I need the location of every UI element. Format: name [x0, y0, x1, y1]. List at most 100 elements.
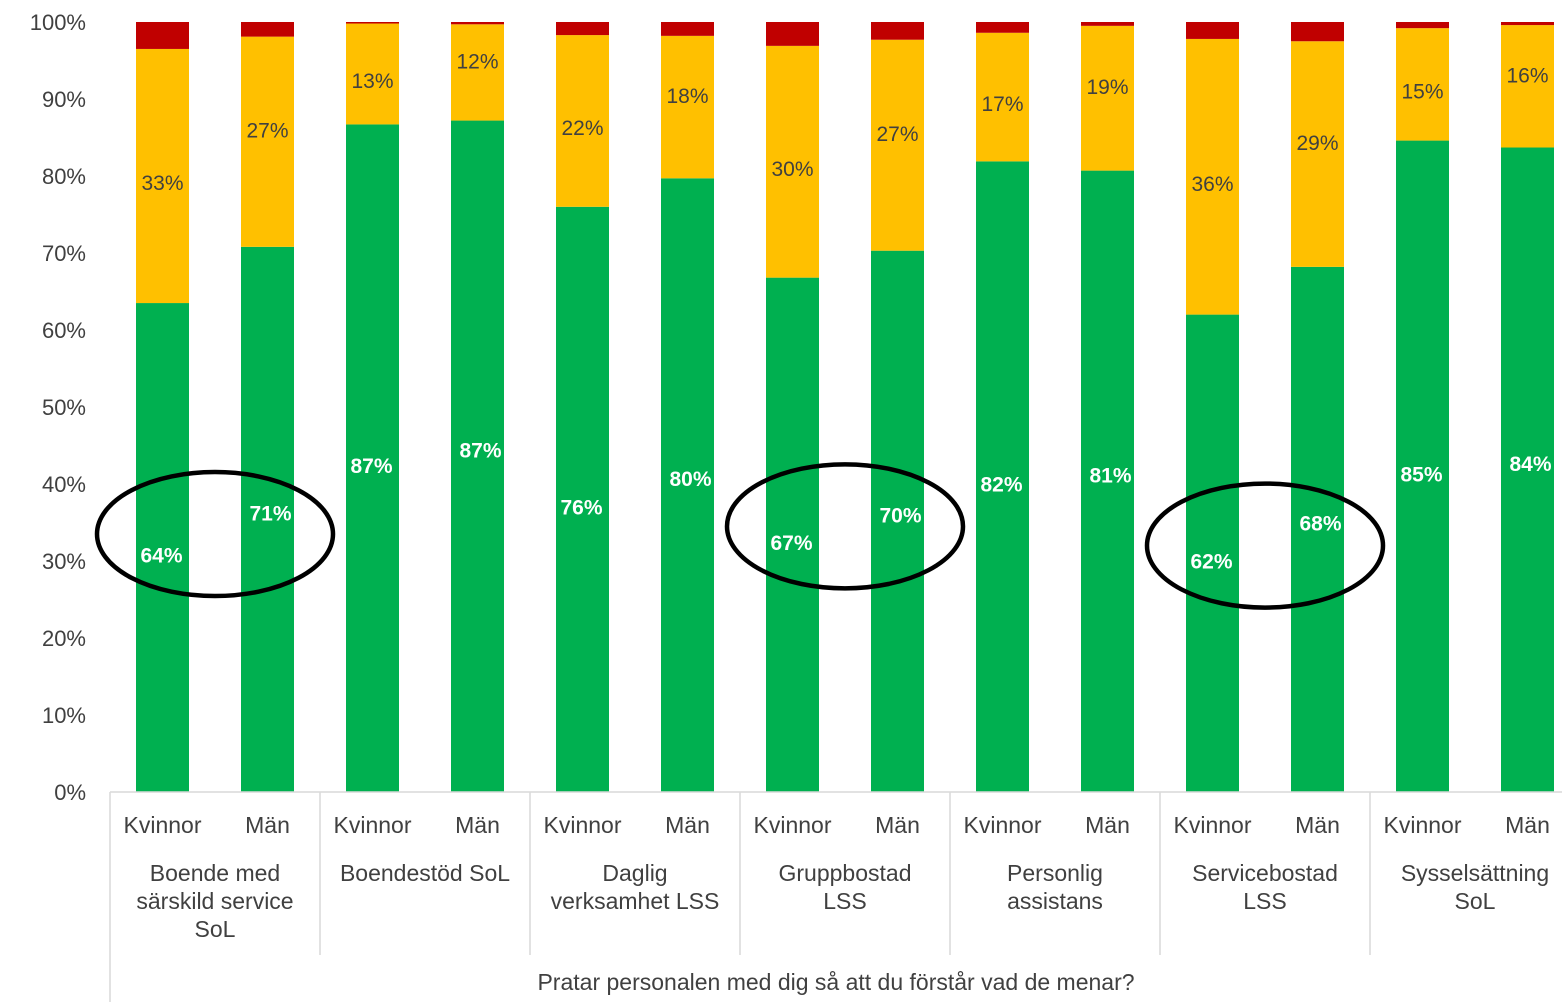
data-label-yellow: 15% — [1401, 80, 1443, 103]
bar-segment-0 — [871, 250, 924, 792]
highlight-ellipse — [1144, 481, 1386, 610]
bar-segment-2 — [1186, 22, 1239, 39]
highlight-ellipse — [724, 462, 966, 591]
bar-segment-2 — [1396, 22, 1449, 29]
data-label-yellow: 18% — [666, 85, 708, 108]
y-tick-label: 30% — [42, 549, 86, 574]
data-label-green: 87% — [459, 439, 501, 462]
bar-segment-1 — [1501, 25, 1554, 148]
y-tick-label: 0% — [54, 780, 86, 805]
y-tick-label: 50% — [42, 395, 86, 420]
bar-segment-1 — [1186, 38, 1239, 315]
bar-segment-0 — [136, 303, 189, 792]
data-label-green: 82% — [980, 474, 1022, 497]
data-label-green: 87% — [350, 455, 392, 478]
bar-segment-0 — [1501, 147, 1554, 792]
x-group-label: Boende med särskild service SoL — [136, 860, 293, 942]
bar-segment-2 — [661, 22, 714, 36]
x-category-label: Män — [1295, 812, 1340, 838]
bar-segment-1 — [766, 45, 819, 278]
data-label-green: 64% — [140, 545, 182, 568]
bar-segment-1 — [661, 35, 714, 179]
x-category-label: Kvinnor — [1174, 812, 1252, 838]
bar-segment-1 — [1396, 28, 1449, 141]
x-category-label: Kvinnor — [1384, 812, 1462, 838]
bar-segment-0 — [346, 124, 399, 792]
x-category-label: Män — [665, 812, 710, 838]
highlight-ellipse — [94, 469, 336, 599]
x-group-label: Servicebostad LSS — [1192, 860, 1338, 914]
data-label-green: 76% — [560, 496, 602, 519]
bar-segment-1 — [556, 35, 609, 207]
bar-segment-0 — [241, 246, 294, 793]
x-category-label: Män — [455, 812, 500, 838]
data-label-yellow: 29% — [1296, 132, 1338, 155]
data-label-yellow: 27% — [876, 123, 918, 146]
x-group-label: Boendestöd SoL — [340, 860, 510, 886]
x-group-label: Sysselsättning SoL — [1401, 860, 1549, 914]
data-label-green: 85% — [1400, 463, 1442, 486]
data-label-green: 62% — [1190, 550, 1232, 573]
bar-segment-0 — [1186, 314, 1239, 792]
x-category-label: Kvinnor — [754, 812, 832, 838]
x-group-label: Daglig verksamhet LSS — [551, 860, 720, 914]
bar-segment-1 — [136, 48, 189, 304]
data-label-green: 80% — [669, 468, 711, 491]
bar-segment-2 — [1291, 22, 1344, 42]
y-tick-label: 80% — [42, 164, 86, 189]
data-label-green: 81% — [1089, 464, 1131, 487]
bar-segment-1 — [871, 39, 924, 251]
bar-segment-1 — [976, 32, 1029, 162]
x-axis-title: Pratar personalen med dig så att du förs… — [537, 969, 1134, 995]
data-labels: 64% 33% 71% 27% 87% 13% 87% 12% 76% 22% 80% 18% 67% 3… — [140, 50, 1551, 573]
annotations — [94, 462, 1386, 610]
bar-segment-0 — [1396, 140, 1449, 792]
data-label-green: 68% — [1299, 512, 1341, 535]
y-tick-label: 40% — [42, 472, 86, 497]
bar-segment-2 — [1501, 22, 1554, 26]
x-category-label: Män — [245, 812, 290, 838]
data-label-yellow: 13% — [351, 70, 393, 93]
data-label-green: 84% — [1509, 453, 1551, 476]
bars — [136, 22, 1554, 793]
data-label-yellow: 17% — [981, 93, 1023, 116]
y-tick-label: 10% — [42, 703, 86, 728]
bar-segment-0 — [451, 120, 504, 792]
bar-segment-1 — [451, 24, 504, 121]
bar-segment-1 — [241, 36, 294, 247]
data-label-yellow: 36% — [1191, 173, 1233, 196]
bar-segment-1 — [346, 23, 399, 125]
x-category-label: Kvinnor — [124, 812, 202, 838]
x-category-label: Kvinnor — [334, 812, 412, 838]
bar-segment-2 — [451, 22, 504, 25]
data-label-yellow: 33% — [141, 172, 183, 195]
data-label-yellow: 22% — [561, 117, 603, 140]
bar-segment-2 — [976, 22, 1029, 33]
data-label-green: 70% — [879, 504, 921, 527]
x-category-label: Män — [1505, 812, 1550, 838]
y-tick-label: 100% — [30, 10, 86, 35]
data-label-yellow: 19% — [1086, 76, 1128, 99]
x-category-label: Kvinnor — [544, 812, 622, 838]
y-tick-label: 20% — [42, 626, 86, 651]
bar-segment-0 — [976, 161, 1029, 792]
x-category-label: Kvinnor — [964, 812, 1042, 838]
bar-segment-0 — [661, 178, 714, 792]
bar-segment-1 — [1291, 41, 1344, 267]
data-label-green: 71% — [249, 502, 291, 525]
data-label-yellow: 16% — [1506, 64, 1548, 87]
bar-segment-2 — [136, 22, 189, 49]
data-label-yellow: 27% — [246, 120, 288, 143]
data-label-yellow: 30% — [771, 158, 813, 181]
y-axis-ticks: 0% 10% 20% 30% 40% 50% 60% 70% 80% 90% 100% — [30, 10, 86, 805]
x-group-label: Personlig assistans — [1007, 860, 1103, 914]
bar-segment-0 — [1081, 170, 1134, 793]
y-tick-label: 70% — [42, 241, 86, 266]
bar-segment-2 — [766, 22, 819, 46]
bar-segment-2 — [1081, 22, 1134, 26]
bar-segment-2 — [241, 22, 294, 37]
x-category-label: Män — [875, 812, 920, 838]
bar-segment-1 — [1081, 25, 1134, 171]
x-category-label: Män — [1085, 812, 1130, 838]
